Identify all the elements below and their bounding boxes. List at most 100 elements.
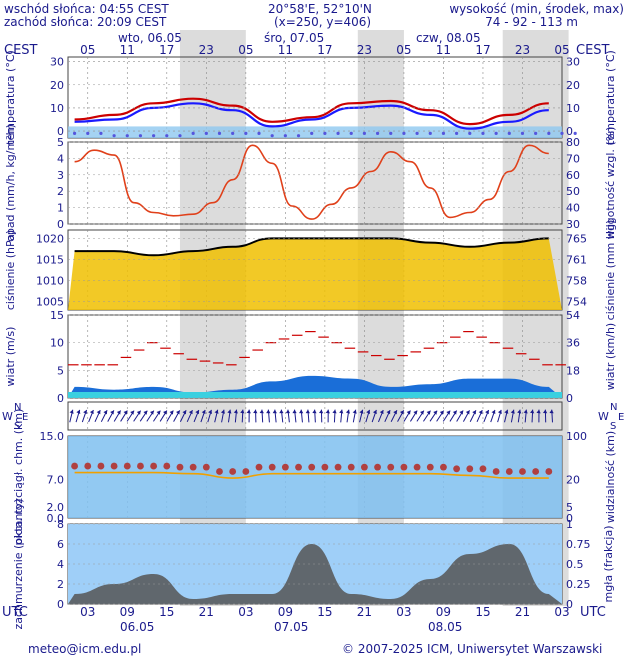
night-bands <box>179 30 569 606</box>
cloud-base-dot <box>110 462 118 470</box>
visibility-line <box>74 471 549 479</box>
wind-arrow <box>462 410 471 422</box>
dewpoint-dot <box>402 131 406 135</box>
cloud-base-dot <box>229 468 237 475</box>
humidity-tick-label: 50 <box>566 185 580 198</box>
wind-arrow <box>107 410 115 422</box>
rain-tick-label: 3 <box>57 169 64 182</box>
visibility-axis-label: widzialność (km) <box>604 431 617 523</box>
wind-arrow <box>397 410 405 422</box>
cloud-base-axis-label: pion. rozciągł. chm. (km) <box>12 409 25 546</box>
day-label-3: czw, 08.05 <box>416 31 481 45</box>
wind-arrow-head <box>96 410 101 415</box>
temp-axis-label: temperatura (°C) <box>4 50 17 145</box>
wind-arrow <box>378 409 384 423</box>
top-tz-left: CEST <box>4 43 38 58</box>
footer-email[interactable]: meteo@icm.edu.pl <box>28 642 141 656</box>
compass-S: S <box>14 421 20 432</box>
wind-arrow-head <box>339 409 344 414</box>
top-hour-label: 11 <box>436 43 451 57</box>
height-values: 74 - 92 - 113 m <box>485 15 578 29</box>
wind-arrow <box>259 409 264 423</box>
humidity-tick-label: 80 <box>566 136 580 149</box>
cloud-base-dot <box>347 463 355 471</box>
wind-arrow-head <box>136 410 141 415</box>
dewpoint-dot <box>86 131 90 135</box>
bottom-hour-label: 15 <box>159 605 174 619</box>
wind-arrow-head <box>504 409 509 414</box>
cloud-base-dot <box>71 462 78 470</box>
wind-arrow <box>69 409 74 423</box>
night-band <box>179 30 246 606</box>
wind-arrow <box>483 409 490 423</box>
wind-arrow <box>159 410 168 422</box>
compass-E: E <box>22 412 28 423</box>
wind-arrow-head <box>272 409 277 414</box>
dewpoint-dot <box>99 131 103 135</box>
temp-min-line <box>74 102 549 130</box>
cloud-tick-label: 6 <box>57 538 64 551</box>
day-label-2: śro, 07.05 <box>264 31 324 45</box>
bottom-hour-label: 03 <box>238 605 253 619</box>
wind-arrow <box>173 410 181 422</box>
pressure-line <box>74 237 549 257</box>
cloud-base-dot <box>137 462 144 470</box>
temp-tick-label: 20 <box>566 79 580 92</box>
wind-arrow <box>233 409 238 423</box>
wind-arrow <box>305 409 310 423</box>
cloud-base-dot <box>413 463 421 471</box>
wind-arrow-head <box>103 410 108 415</box>
temp-tick-label: 10 <box>566 102 580 115</box>
wind-arrow-head <box>352 409 357 414</box>
wind-arrow <box>390 410 398 422</box>
dewpoint-dot <box>494 131 498 135</box>
wind-arrow <box>490 409 496 423</box>
pressure-area <box>68 238 562 310</box>
footer-copyright: © 2007-2025 ICM, Uniwersytet Warszawski <box>342 642 602 656</box>
wind-arrow <box>365 409 371 423</box>
cloud-tick-label: 0 <box>57 598 64 611</box>
wind-arrow-head <box>478 410 483 415</box>
humidity-tick-label: 60 <box>566 169 580 182</box>
wind-arrow-head <box>201 409 206 415</box>
pressure-tick-label: 1005 <box>36 296 64 309</box>
temp-max-line <box>74 97 549 126</box>
wind-arrow-head <box>413 410 418 415</box>
cloud-base-dot <box>268 463 276 471</box>
pressure-mmhg-tick: 765 <box>566 232 587 245</box>
bottom-hour-label: 15 <box>317 605 332 619</box>
cloud-base-dot <box>321 463 329 471</box>
wind-arrow <box>403 410 411 422</box>
dewpoint-dot <box>560 131 564 135</box>
wind-arrow-head <box>517 409 522 414</box>
wind-arrow-head <box>130 410 135 415</box>
wind-arrow <box>285 409 291 423</box>
temp-tick-label: 20 <box>50 79 64 92</box>
wind-arrow-head <box>220 409 225 414</box>
top-hour-label: 05 <box>396 43 411 57</box>
wind-arrow <box>126 410 135 422</box>
wind-arrow <box>214 409 219 423</box>
dewpoint-dot <box>283 134 287 138</box>
wind-tick-label: 15 <box>50 309 64 322</box>
cloud-base-dot <box>519 468 526 475</box>
temp-tick-label: 30 <box>566 56 580 69</box>
wind-arrow <box>325 409 330 423</box>
cloud-base-dot <box>189 463 197 471</box>
fog-axis-label: mgła (frakcja) <box>602 526 615 603</box>
wind-arrow-head <box>530 409 535 414</box>
wind-arrow <box>449 410 458 422</box>
visibility-tick-right: 0 <box>566 512 573 525</box>
cloud-base-dot <box>492 468 500 475</box>
cloud-base-dot <box>466 465 474 473</box>
fog-tick: 0.25 <box>566 578 591 591</box>
cloud-area <box>68 544 562 604</box>
humidity-tick-label: 70 <box>566 152 580 165</box>
dewpoint-dot <box>204 131 208 135</box>
wind-arrow-head <box>233 409 238 414</box>
wind-arrow <box>345 409 351 423</box>
humidity-tick-label: 30 <box>566 218 580 231</box>
wind-tick-label: 5 <box>57 364 64 377</box>
